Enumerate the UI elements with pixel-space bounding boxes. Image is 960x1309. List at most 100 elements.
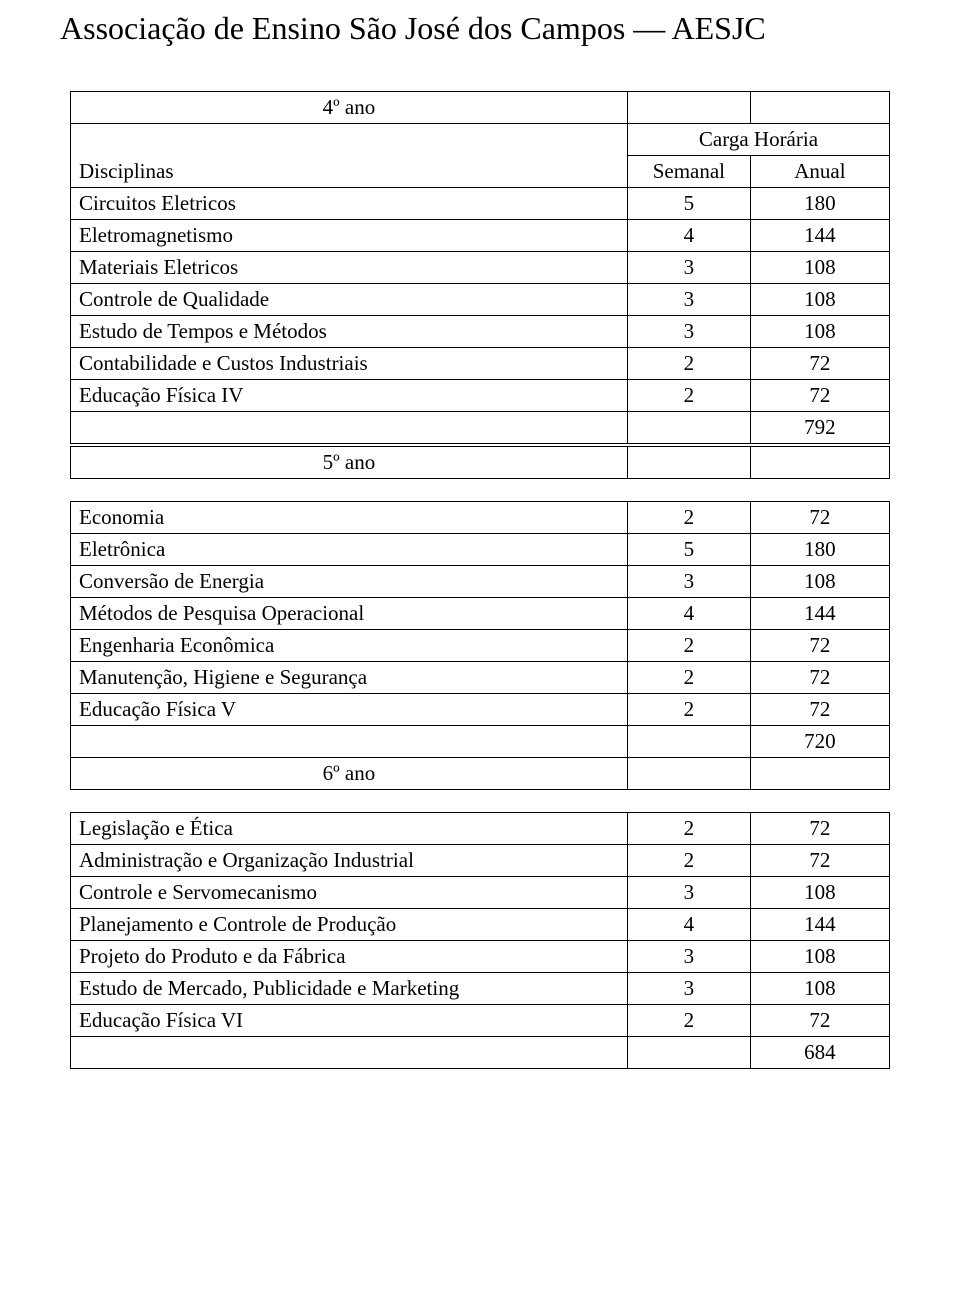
discipline-name: Legislação e Ética — [71, 813, 628, 845]
discipline-name: Educação Física V — [71, 694, 628, 726]
carga-horaria-label: Carga Horária — [627, 124, 889, 156]
year-4-total: 792 — [750, 412, 889, 444]
discipline-semanal: 2 — [627, 380, 750, 412]
table-row: Contabilidade e Custos Industriais 2 72 — [71, 348, 890, 380]
blank-cell — [71, 124, 628, 156]
discipline-name: Controle e Servomecanismo — [71, 877, 628, 909]
blank-cell — [627, 412, 750, 444]
discipline-name: Contabilidade e Custos Industriais — [71, 348, 628, 380]
blank-cell — [71, 412, 628, 444]
blank-cell — [750, 758, 889, 790]
discipline-name: Estudo de Tempos e Métodos — [71, 316, 628, 348]
discipline-semanal: 4 — [627, 220, 750, 252]
discipline-anual: 72 — [750, 380, 889, 412]
table-year-6: Legislação e Ética 2 72 Administração e … — [70, 812, 890, 1069]
year-4-header: 4º ano — [71, 92, 628, 124]
table-row: Projeto do Produto e da Fábrica 3 108 — [71, 941, 890, 973]
blank-cell — [750, 447, 889, 479]
blank-cell — [71, 1037, 628, 1069]
discipline-semanal: 2 — [627, 630, 750, 662]
table-total-row: 792 — [71, 412, 890, 444]
discipline-name: Administração e Organização Industrial — [71, 845, 628, 877]
table-total-row: 720 — [71, 726, 890, 758]
discipline-anual: 72 — [750, 845, 889, 877]
discipline-semanal: 3 — [627, 877, 750, 909]
table-row: Controle de Qualidade 3 108 — [71, 284, 890, 316]
discipline-name: Educação Física IV — [71, 380, 628, 412]
year-6-total: 684 — [750, 1037, 889, 1069]
discipline-anual: 72 — [750, 348, 889, 380]
discipline-anual: 72 — [750, 502, 889, 534]
discipline-anual: 180 — [750, 534, 889, 566]
discipline-name: Circuitos Eletricos — [71, 188, 628, 220]
blank-cell — [627, 726, 750, 758]
discipline-anual: 108 — [750, 941, 889, 973]
table-row: Educação Física VI 2 72 — [71, 1005, 890, 1037]
table-row: Manutenção, Higiene e Segurança 2 72 — [71, 662, 890, 694]
discipline-semanal: 5 — [627, 188, 750, 220]
discipline-semanal: 3 — [627, 973, 750, 1005]
anual-label: Anual — [750, 156, 889, 188]
discipline-semanal: 3 — [627, 566, 750, 598]
discipline-anual: 180 — [750, 188, 889, 220]
discipline-anual: 72 — [750, 662, 889, 694]
blank-cell — [750, 92, 889, 124]
table-row: Eletrônica 5 180 — [71, 534, 890, 566]
year-6-header: 6º ano — [71, 758, 628, 790]
table-row: Estudo de Mercado, Publicidade e Marketi… — [71, 973, 890, 1005]
blank-cell — [627, 1037, 750, 1069]
table-row: Circuitos Eletricos 5 180 — [71, 188, 890, 220]
table-year-5-body: Economia 2 72 Eletrônica 5 180 Conversão… — [70, 501, 890, 790]
table-row: Eletromagnetismo 4 144 — [71, 220, 890, 252]
discipline-anual: 144 — [750, 909, 889, 941]
discipline-name: Conversão de Energia — [71, 566, 628, 598]
table-row: Estudo de Tempos e Métodos 3 108 — [71, 316, 890, 348]
discipline-name: Engenharia Econômica — [71, 630, 628, 662]
table-year-4: 4º ano Carga Horária Disciplinas Semanal… — [70, 91, 890, 444]
table-row: Educação Física IV 2 72 — [71, 380, 890, 412]
discipline-semanal: 5 — [627, 534, 750, 566]
discipline-name: Educação Física VI — [71, 1005, 628, 1037]
table-row: Conversão de Energia 3 108 — [71, 566, 890, 598]
discipline-name: Controle de Qualidade — [71, 284, 628, 316]
discipline-name: Métodos de Pesquisa Operacional — [71, 598, 628, 630]
discipline-semanal: 2 — [627, 694, 750, 726]
discipline-anual: 72 — [750, 813, 889, 845]
discipline-semanal: 2 — [627, 813, 750, 845]
table-row: Educação Física V 2 72 — [71, 694, 890, 726]
table-row: Legislação e Ética 2 72 — [71, 813, 890, 845]
discipline-name: Materiais Eletricos — [71, 252, 628, 284]
discipline-name: Eletrônica — [71, 534, 628, 566]
discipline-name: Manutenção, Higiene e Segurança — [71, 662, 628, 694]
discipline-name: Eletromagnetismo — [71, 220, 628, 252]
table-total-row: 684 — [71, 1037, 890, 1069]
table-row: Controle e Servomecanismo 3 108 — [71, 877, 890, 909]
discipline-anual: 108 — [750, 316, 889, 348]
table-row: Administração e Organização Industrial 2… — [71, 845, 890, 877]
table-year-5: 5º ano — [70, 446, 890, 479]
table-row: Planejamento e Controle de Produção 4 14… — [71, 909, 890, 941]
discipline-anual: 108 — [750, 566, 889, 598]
discipline-anual: 72 — [750, 1005, 889, 1037]
discipline-anual: 108 — [750, 284, 889, 316]
blank-cell — [627, 758, 750, 790]
year-5-header: 5º ano — [71, 447, 628, 479]
discipline-semanal: 3 — [627, 252, 750, 284]
discipline-anual: 108 — [750, 973, 889, 1005]
discipline-name: Economia — [71, 502, 628, 534]
discipline-name: Projeto do Produto e da Fábrica — [71, 941, 628, 973]
discipline-anual: 144 — [750, 598, 889, 630]
table-row: Economia 2 72 — [71, 502, 890, 534]
discipline-semanal: 2 — [627, 502, 750, 534]
disciplinas-label: Disciplinas — [71, 156, 628, 188]
discipline-semanal: 3 — [627, 284, 750, 316]
discipline-anual: 108 — [750, 252, 889, 284]
discipline-name: Planejamento e Controle de Produção — [71, 909, 628, 941]
table-row: Engenharia Econômica 2 72 — [71, 630, 890, 662]
blank-cell — [71, 726, 628, 758]
discipline-name: Estudo de Mercado, Publicidade e Marketi… — [71, 973, 628, 1005]
discipline-semanal: 2 — [627, 348, 750, 380]
table-row: Métodos de Pesquisa Operacional 4 144 — [71, 598, 890, 630]
discipline-anual: 144 — [750, 220, 889, 252]
discipline-semanal: 2 — [627, 845, 750, 877]
